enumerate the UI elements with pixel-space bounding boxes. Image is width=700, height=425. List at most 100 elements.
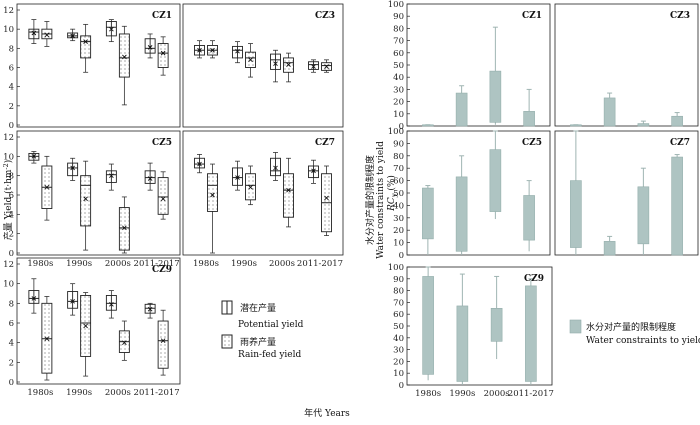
potential-box-2000s: [270, 152, 281, 181]
x-tick-label: 1980s: [415, 389, 441, 399]
rc-bar-1990s: [603, 241, 616, 256]
rainfed-box-1980s: [41, 21, 53, 47]
mean-marker-b: [44, 32, 50, 38]
y-tick-label: 0: [9, 121, 14, 131]
y-tick-label: 30: [393, 346, 404, 356]
y-tick-label: 60: [393, 310, 404, 320]
rainfed-box-1990s: [80, 292, 92, 377]
rainfed-box-1990s: [245, 43, 256, 78]
y-tick-label: 2: [9, 230, 14, 240]
y-tick-label: 30: [393, 214, 404, 224]
potential-box-1980s: [194, 153, 205, 174]
panel-label: CZ9: [524, 274, 544, 284]
y-tick-label: 6: [9, 64, 14, 74]
rc-symbol: RC: [387, 197, 397, 212]
mean-marker-b: [235, 175, 240, 180]
x-tick-label: 1980s: [27, 388, 53, 398]
rc-panel-cz9: [406, 266, 553, 386]
y-tick-label: 10: [393, 239, 404, 249]
rc-bar-2000s: [490, 307, 503, 342]
rc-bar-2000s: [637, 186, 650, 245]
rainfed-box-1980s: [207, 40, 218, 59]
rc-bar-1980s: [570, 180, 582, 248]
mean-marker-b: [109, 173, 114, 178]
ylabel-cn: 产量: [2, 219, 14, 240]
y-tick-label: 80: [393, 24, 404, 34]
mean-marker-b: [122, 54, 127, 60]
y-tick-label: 10: [3, 25, 14, 35]
mean-marker-b: [83, 39, 88, 44]
y-tick-label: 12: [3, 260, 14, 270]
y-tick-label: 90: [393, 12, 404, 22]
rc-y-axis-title-en: Water constraints to yield: [376, 141, 386, 259]
legend-potential-en: Potential yield: [238, 320, 304, 330]
rc-bar-2011-2017: [671, 115, 683, 127]
y-tick-label: 80: [393, 287, 404, 297]
rc-bar-2011-2017: [671, 156, 683, 256]
x-tick-label: 1990s: [66, 259, 92, 269]
rc-bar-1990s: [603, 97, 616, 127]
legend-rainfed-cn: 雨养产量: [240, 336, 276, 348]
rc-panel-cz5: [406, 130, 551, 256]
panel-label: CZ1: [522, 11, 542, 21]
potential-box-1990s: [232, 41, 243, 64]
box: [157, 177, 169, 215]
panel-frame: [406, 3, 551, 127]
potential-box-2000s: [270, 49, 281, 83]
rc-panel-cz1: [406, 3, 551, 127]
yield-panel-cz5: [16, 130, 181, 256]
y-tick-label: 10: [3, 280, 14, 290]
rc-bar-1980s: [570, 124, 582, 127]
panel-label: CZ3: [670, 11, 690, 21]
y-tick-label: 12: [3, 133, 14, 143]
y-tick-label: 0: [9, 378, 14, 388]
x-tick-label: 2000s: [105, 259, 131, 269]
rc-bar-2011-2017: [523, 111, 535, 127]
mean-marker-b: [44, 184, 50, 190]
y-tick-label: 0: [399, 122, 404, 132]
rainfed-box-1980s: [41, 155, 53, 221]
y-tick-label: 0: [399, 251, 404, 261]
rc-y-axis-title-cn: 水分对产量的限制程度: [364, 155, 376, 245]
box: [118, 207, 130, 251]
rainfed-box-1980s: [207, 163, 218, 254]
y-tick-label: 50: [393, 61, 404, 71]
mean-marker-b: [160, 50, 166, 56]
panel-frame: [16, 130, 181, 256]
x-tick-label: 1980s: [27, 259, 53, 269]
potential-box-1980s: [28, 278, 40, 314]
potential-box-2011-2017: [308, 59, 319, 73]
yield-panel-cz7: [182, 130, 344, 256]
mean-marker-b: [210, 47, 215, 53]
x-tick-label: 2000s: [269, 259, 295, 269]
y-tick-label: 50: [393, 322, 404, 332]
potential-box-2011-2017: [144, 162, 156, 191]
y-tick-label: 8: [9, 44, 14, 54]
rc-bar-1980s: [422, 276, 434, 375]
rc-legend-swatch: [569, 319, 582, 334]
mean-marker-b: [235, 48, 240, 54]
box: [157, 320, 169, 369]
legend-potential-cn: 潜在产量: [240, 302, 276, 314]
x-tick-label: 2000s: [484, 389, 510, 399]
legend-rainfed-box: [221, 334, 233, 349]
mean-marker-b: [273, 165, 278, 171]
yield-panel-cz3: [182, 3, 344, 128]
rc-panel-cz7: [554, 130, 699, 256]
panel-label: CZ7: [315, 138, 335, 148]
y-tick-label: 100: [388, 127, 404, 137]
mean-marker-b: [286, 62, 291, 67]
y-tick-label: 100: [388, 0, 404, 10]
mean-marker-b: [31, 154, 37, 159]
panel-label: CZ9: [152, 265, 172, 275]
x-tick-label: 1990s: [231, 259, 257, 269]
mean-marker-b: [109, 301, 114, 307]
x-axis-title: 年代 Years: [304, 407, 350, 419]
mean-marker-b: [197, 161, 202, 167]
panel-frame: [182, 130, 344, 256]
rc-bar-2000s: [637, 123, 650, 127]
mean-marker-b: [210, 192, 215, 198]
box: [283, 173, 294, 218]
legend-rainfed-en: Rain-fed yield: [238, 350, 302, 360]
x-tick-label: 2011-2017: [297, 259, 343, 269]
